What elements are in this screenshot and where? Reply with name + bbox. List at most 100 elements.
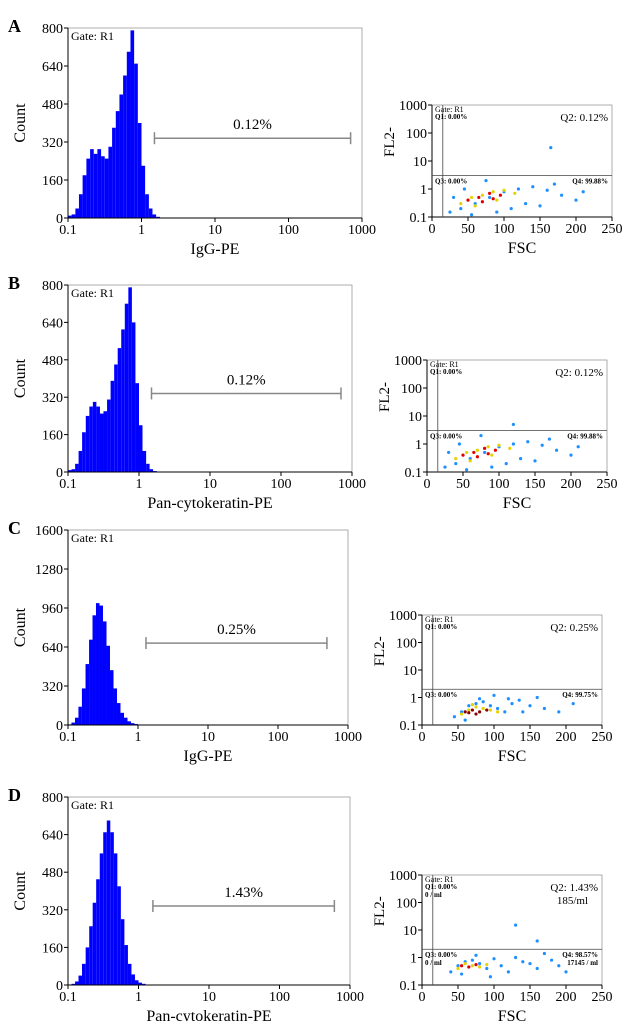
y-tick-label: 100 (396, 897, 417, 912)
x-tick-label: 250 (592, 730, 613, 745)
scatter-point (492, 197, 495, 200)
histogram-bar (107, 400, 111, 472)
x-axis-label: FSC (498, 748, 526, 765)
scatter-point (492, 694, 495, 697)
histogram-bar (86, 947, 90, 985)
x-tick-label: 250 (597, 477, 618, 492)
histogram-bar (145, 194, 149, 218)
x-tick-label: 10 (202, 990, 216, 1005)
scatter-point (474, 963, 477, 966)
histogram-bar (72, 214, 76, 218)
y-axis-label: FL2- (372, 896, 388, 926)
y-tick-label: 1000 (389, 869, 417, 884)
y-tick-label: 1 (415, 438, 422, 453)
y-tick-label: 160 (42, 429, 63, 444)
x-tick-label: 150 (530, 222, 551, 237)
scatter-point (496, 707, 499, 710)
scatter-point (531, 185, 534, 188)
scatter-point (485, 708, 488, 711)
histogram-bar (124, 718, 128, 725)
histogram-bar (107, 646, 110, 725)
scatter-point (474, 204, 477, 207)
scatter-point (518, 699, 521, 702)
x-tick-label: 1 (135, 990, 142, 1005)
histogram-bar (100, 606, 103, 725)
scatter-point (494, 449, 497, 452)
scatter-point (454, 462, 457, 465)
scatter-point (464, 719, 467, 722)
y-tick-label: 1 (410, 952, 417, 967)
x-tick-label: 0 (419, 990, 426, 1005)
scatter-point (472, 451, 475, 454)
scatter-point (502, 189, 505, 192)
y-tick-label: 160 (42, 174, 63, 189)
histogram-bar (89, 407, 92, 472)
x-tick-label: 10 (208, 223, 222, 238)
scatter-point (476, 455, 479, 458)
scatter-point (572, 702, 575, 705)
histogram-bar (112, 128, 116, 218)
histogram-bar (82, 688, 86, 725)
scatter-point (536, 696, 539, 699)
scatter-point (481, 200, 484, 203)
x-tick-label: 150 (520, 990, 541, 1005)
histogram-bar (110, 832, 114, 985)
y-tick-label: 100 (401, 382, 422, 397)
histogram-bar (132, 322, 136, 472)
histogram-bar (96, 603, 100, 725)
scatter-point (514, 924, 517, 927)
scatter-point (452, 196, 455, 199)
x-axis-label: Pan-cytokeratin-PE (146, 1008, 271, 1021)
quadrant-label: Q3: 0.00% (435, 178, 467, 186)
quadrant-label: Q2: 0.25% (550, 622, 598, 634)
histogram-bar (100, 414, 104, 472)
scatter-point (481, 194, 484, 197)
y-tick-label: 640 (42, 60, 63, 75)
histogram-bar (128, 287, 132, 472)
panel-label: C (8, 518, 21, 538)
x-tick-label: 100 (484, 990, 505, 1005)
histogram-bar (130, 30, 134, 218)
y-tick-label: 800 (42, 279, 63, 294)
y-tick-label: 10 (413, 155, 427, 170)
histogram-bar (75, 464, 78, 472)
x-tick-label: 200 (556, 730, 577, 745)
scatter-point (521, 960, 524, 963)
scatter-point (485, 963, 488, 966)
scatter-point (510, 702, 513, 705)
histogram-bar (75, 209, 79, 219)
scatter-point (482, 707, 485, 710)
panel-label: B (8, 273, 20, 293)
histogram-bar (119, 95, 123, 219)
x-tick-label: 0 (419, 730, 426, 745)
scatter-point (449, 970, 452, 973)
histogram-bar (152, 214, 156, 218)
scatter-point (533, 459, 536, 462)
quadrant-count: 0 / ml (425, 959, 442, 967)
histogram-bar (135, 980, 139, 985)
scatter-point (536, 939, 539, 942)
scatter-point (467, 704, 470, 707)
histogram-bar (89, 926, 92, 985)
scatter-point (577, 445, 580, 448)
scatter-point (465, 451, 468, 454)
x-tick-label: 1 (136, 477, 143, 492)
scatter-point (538, 204, 541, 207)
quadrant-label: Q4: 99.88% (572, 178, 608, 186)
scatter-point (495, 210, 498, 213)
quadrant-label: Q4: 99.75% (562, 691, 598, 699)
scatter-point (447, 451, 450, 454)
y-tick-label: 480 (42, 98, 63, 113)
scatter-point (503, 710, 506, 713)
x-axis-label: IgG-PE (191, 241, 240, 258)
y-tick-label: 10 (403, 924, 417, 939)
histogram-bar (139, 425, 142, 472)
scatter-point (510, 207, 513, 210)
y-tick-label: 320 (42, 136, 63, 151)
scatter-point (484, 179, 487, 182)
y-tick-label: 640 (42, 316, 63, 331)
x-tick-label: 100 (269, 990, 290, 1005)
histogram-bar (86, 664, 90, 725)
x-tick-label: 100 (268, 730, 289, 745)
